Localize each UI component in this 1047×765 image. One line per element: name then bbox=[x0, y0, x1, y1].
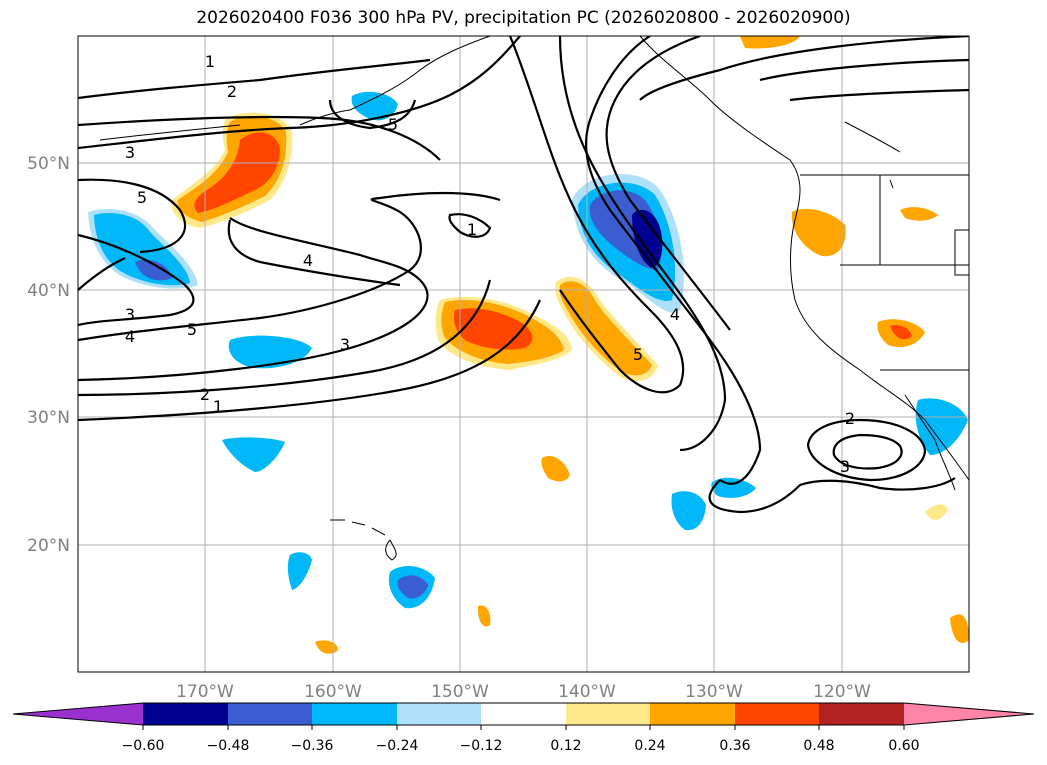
colorbar-segment bbox=[650, 703, 735, 725]
colorbar-tick-label: −0.36 bbox=[291, 738, 334, 754]
contour-label: 1 bbox=[205, 52, 215, 71]
colorbar-tick-label: −0.24 bbox=[376, 738, 419, 754]
map-title: 2026020400 F036 300 hPa PV, precipitatio… bbox=[196, 8, 851, 28]
precip-anomaly-24n-negative bbox=[671, 491, 706, 531]
precip-anomaly-oregon-positive bbox=[791, 208, 846, 257]
colorbar-tick-label: 0.48 bbox=[803, 738, 834, 754]
contour-label-group: 1 2 3 5 4 3 4 5 3 2 1 1 4 5 2 3 5 bbox=[125, 52, 855, 476]
precip-anomaly-central-positive bbox=[435, 296, 572, 370]
contour-label: 5 bbox=[633, 345, 643, 364]
lon-label: 140°W bbox=[558, 682, 616, 702]
precip-anomaly-ne-pacific-negative bbox=[572, 173, 684, 313]
contour-label: 5 bbox=[137, 188, 147, 207]
precip-anomaly-22n-negative bbox=[711, 477, 756, 498]
lat-label: 30°N bbox=[27, 408, 70, 428]
colorbar-tick-label: 0.12 bbox=[550, 738, 581, 754]
contour-label: 1 bbox=[467, 220, 477, 239]
colorbar-segment bbox=[735, 703, 819, 725]
precip-anomaly-gulf-negative bbox=[351, 91, 398, 121]
colorbar-segment bbox=[228, 703, 312, 725]
colorbar-tick-label: −0.48 bbox=[207, 738, 250, 754]
colorbar-segment bbox=[566, 703, 650, 725]
contour-label: 2 bbox=[227, 82, 237, 101]
lon-label: 160°W bbox=[304, 682, 362, 702]
lon-label: 120°W bbox=[813, 682, 871, 702]
contour-label: 5 bbox=[187, 320, 197, 339]
graticule bbox=[78, 36, 969, 672]
precip-anomaly-hawaii-negative bbox=[287, 552, 435, 609]
precip-anomaly-top-positive bbox=[740, 36, 800, 49]
contour-label: 4 bbox=[670, 305, 680, 324]
colorbar-tick-label: 0.60 bbox=[888, 738, 919, 754]
colorbar-segment bbox=[481, 703, 566, 725]
contour-label: 2 bbox=[845, 409, 855, 428]
contour-label: 4 bbox=[303, 251, 313, 270]
contour-label: 5 bbox=[388, 115, 398, 134]
colorbar-tick-label: 0.36 bbox=[719, 738, 750, 754]
colorbar-extend-right bbox=[904, 703, 1034, 725]
coastlines bbox=[99, 36, 969, 561]
lon-label: 170°W bbox=[176, 682, 234, 702]
colorbar: −0.60 −0.48 −0.36 −0.24 −0.12 0.12 0.24 … bbox=[12, 702, 1035, 754]
colorbar-extend-left bbox=[13, 703, 143, 725]
lon-label: 150°W bbox=[431, 682, 489, 702]
longitude-labels: 170°W 160°W 150°W 140°W 130°W 120°W bbox=[176, 682, 871, 702]
latitude-labels: 50°N 40°N 30°N 20°N bbox=[27, 154, 70, 556]
contour-label: 3 bbox=[340, 335, 350, 354]
lat-label: 40°N bbox=[27, 281, 70, 301]
contour-label: 4 bbox=[125, 327, 135, 346]
lat-label: 50°N bbox=[27, 154, 70, 174]
contour-label: 1 bbox=[213, 397, 223, 416]
colorbar-segment bbox=[312, 703, 397, 725]
colorbar-tick-label: 0.24 bbox=[634, 738, 665, 754]
contour-label: 2 bbox=[200, 385, 210, 404]
pv-contours bbox=[78, 36, 969, 514]
colorbar-segment bbox=[397, 703, 481, 725]
lon-label: 130°W bbox=[685, 682, 743, 702]
contour-label: 3 bbox=[840, 457, 850, 476]
precip-anomaly-27n-positive bbox=[541, 455, 570, 482]
colorbar-tick-label: −0.12 bbox=[460, 738, 503, 754]
contour-label: 3 bbox=[125, 305, 135, 324]
colorbar-segment bbox=[143, 703, 228, 725]
precip-anomaly-band-positive bbox=[555, 276, 658, 382]
precip-anomaly-27n-negative bbox=[222, 437, 285, 472]
precip-anomaly-baja-negative bbox=[915, 398, 968, 455]
colorbar-tick-label: −0.60 bbox=[122, 738, 165, 754]
map-frame bbox=[77, 35, 970, 673]
colorbar-segment bbox=[819, 703, 904, 725]
contour-label: 3 bbox=[125, 143, 135, 162]
precip-anomaly-west-negative bbox=[88, 209, 198, 289]
lat-label: 20°N bbox=[27, 536, 70, 556]
